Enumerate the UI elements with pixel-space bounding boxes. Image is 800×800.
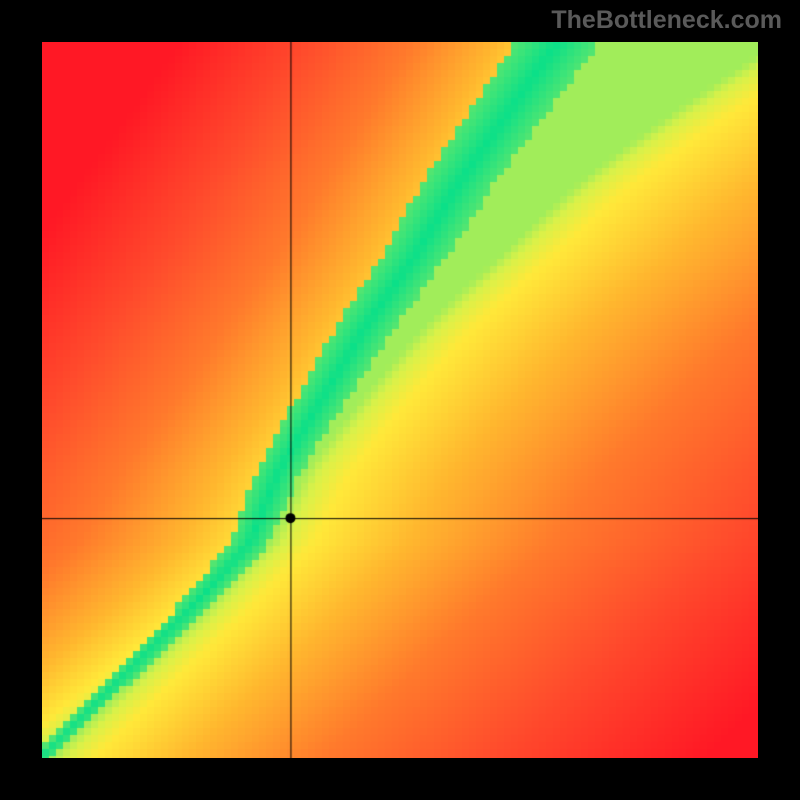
watermark-text: TheBottleneck.com <box>551 6 782 35</box>
bottleneck-heatmap <box>42 42 758 758</box>
chart-container: TheBottleneck.com <box>0 0 800 800</box>
